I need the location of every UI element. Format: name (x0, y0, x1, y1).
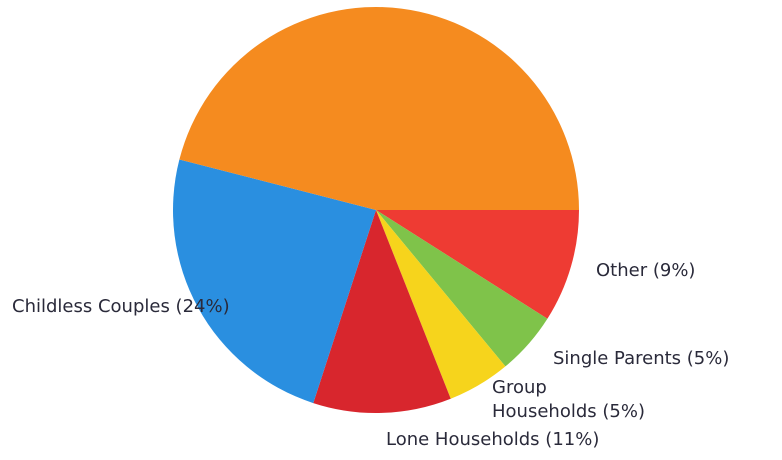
label-value: (9%) (653, 260, 696, 281)
slice-label: Group Households (5%) (492, 377, 645, 422)
slice-label: Childless Couples (24%) (12, 296, 230, 317)
label-category: Single Parents (553, 348, 687, 369)
label-category: Other (596, 260, 653, 281)
label-category: Lone Households (386, 429, 545, 450)
label-value: (5%) (687, 348, 730, 369)
label-category: Group (492, 377, 547, 398)
pie-slice (172, 159, 376, 404)
label-category: Households (492, 401, 602, 422)
label-value: (24%) (176, 296, 230, 317)
slice-label: Other (9%) (596, 260, 695, 281)
pie-slice (376, 210, 579, 319)
pie-slice (179, 7, 579, 210)
pie-slice (313, 210, 451, 414)
label-category: Childless Couples (12, 296, 176, 317)
label-value: (11%) (545, 429, 599, 450)
pie-slice (376, 210, 548, 367)
label-value: (5%) (602, 401, 645, 422)
slice-label: Single Parents (5%) (553, 348, 729, 369)
slice-label: Lone Households (11%) (386, 429, 599, 450)
pie-slice (376, 210, 506, 399)
